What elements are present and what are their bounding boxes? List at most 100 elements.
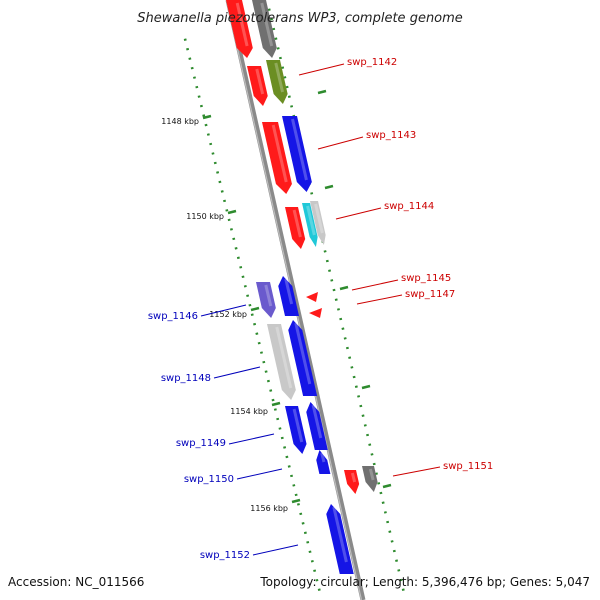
gene-swp-1146[interactable] — [278, 276, 299, 316]
gene-swp-1151-shine — [368, 468, 375, 481]
gene-label-swp-1152[interactable]: swp_1152 — [200, 550, 250, 561]
gene-label-swp-1142[interactable]: swp_1142 — [347, 57, 397, 68]
gene-swp-1144-red[interactable] — [285, 207, 306, 249]
minor-tick — [246, 294, 250, 298]
minor-tick — [278, 56, 282, 60]
minor-tick — [377, 482, 381, 485]
minor-tick — [243, 284, 247, 288]
gene-swp-1148-gray[interactable] — [267, 324, 296, 400]
topology-text: Topology: circular; Length: 5,396,476 bp… — [259, 575, 590, 589]
gene-label-swp-1151[interactable]: swp_1151 — [443, 461, 493, 472]
minor-tick — [354, 385, 358, 388]
gene-label-swp-1150[interactable]: swp_1150 — [184, 474, 234, 485]
scale-label-1152: 1152 kbp — [209, 310, 247, 319]
gene-swp-1142-red[interactable] — [247, 66, 268, 106]
gene-swp-1144-b[interactable] — [310, 201, 326, 245]
minor-tick — [401, 588, 405, 591]
gene-label-swp-1146[interactable]: swp_1146 — [148, 311, 198, 322]
gene-swp-1147[interactable] — [309, 308, 322, 318]
minor-tick — [264, 370, 268, 373]
gene-swp-1149[interactable] — [306, 402, 328, 450]
gene-swp-1151[interactable] — [362, 466, 378, 492]
minor-tick — [359, 404, 363, 408]
gene-swp-1151-red-shine — [350, 472, 357, 483]
gene-swp-1148-gray-shine — [275, 326, 293, 389]
minor-tick — [379, 491, 383, 495]
minor-tick — [328, 269, 332, 272]
minor-tick — [363, 424, 367, 427]
minor-tick — [267, 8, 271, 11]
minor-tick — [280, 436, 284, 440]
scale-tick-1148: 1148 kbp — [161, 114, 212, 126]
minor-tick — [281, 66, 285, 69]
gene-swp-1149-shine — [311, 404, 323, 439]
gene-swp-1143[interactable] — [282, 116, 312, 192]
minor-tick — [308, 550, 312, 554]
gene-label-swp-1148[interactable]: swp_1148 — [161, 373, 211, 384]
minor-tick — [336, 308, 340, 311]
minor-tick — [290, 105, 294, 108]
gene-swp-1141-red[interactable] — [226, 0, 253, 58]
gene-swp-1150[interactable] — [316, 450, 331, 474]
scale-label-1148: 1148 kbp — [161, 117, 199, 126]
minor-tick — [399, 578, 403, 582]
gene-swp-1151-red[interactable] — [344, 470, 360, 494]
minor-tick — [287, 95, 291, 98]
major-tick-right — [361, 384, 371, 390]
minor-tick — [345, 346, 349, 350]
minor-tick — [276, 47, 280, 50]
minor-tick — [334, 298, 338, 301]
minor-tick — [229, 228, 233, 231]
gene-swp-1141-gray[interactable] — [252, 0, 277, 58]
genome-backbone — [225, 0, 366, 600]
gene-swp-1141-red-shine — [235, 2, 249, 47]
gene-swp-1142[interactable] — [266, 60, 288, 104]
minor-tick — [260, 351, 263, 354]
gene-label-swp-1149[interactable]: swp_1149 — [176, 438, 226, 449]
gene-swp-1144-shine — [306, 205, 316, 236]
minor-tick — [195, 85, 199, 89]
minor-tick — [361, 414, 365, 417]
gene-swp-1143-red-shine — [271, 124, 288, 183]
minor-tick — [350, 366, 354, 369]
genome-title: Shewanella piezotolerans WP3, complete g… — [137, 11, 463, 26]
gene-swp-1141-gray-shine — [260, 2, 274, 47]
minor-tick — [190, 66, 194, 70]
gene-swp-1149-a[interactable] — [285, 406, 307, 454]
minor-tick — [303, 531, 307, 535]
minor-tick — [213, 161, 217, 165]
minor-tick — [381, 501, 385, 504]
minor-tick — [266, 379, 270, 383]
gene-swp-1146-purple[interactable] — [256, 282, 276, 318]
minor-tick — [306, 541, 310, 544]
major-tick-right — [382, 483, 392, 489]
label-leaders — [200, 63, 441, 556]
gene-swp-1152-shine — [332, 506, 348, 563]
minor-tick — [225, 209, 229, 212]
gene-label-swp-1147[interactable]: swp_1147 — [405, 289, 455, 300]
minor-tick — [292, 484, 296, 487]
minor-tick — [341, 327, 345, 330]
gene-swp-1152[interactable] — [326, 504, 354, 574]
minor-tick — [285, 85, 289, 89]
gene-swp-1143-red[interactable] — [262, 122, 292, 194]
minor-tick — [296, 503, 300, 506]
gene-label-swp-1145[interactable]: swp_1145 — [401, 273, 451, 284]
gene-features — [226, 0, 378, 574]
gene-swp-1144[interactable] — [302, 203, 318, 247]
minor-tick — [234, 247, 238, 250]
minor-tick — [370, 453, 374, 456]
minor-tick — [287, 465, 291, 468]
gene-label-swp-1143[interactable]: swp_1143 — [366, 130, 416, 141]
gene-swp-1145[interactable] — [306, 292, 318, 302]
scale-label-1156: 1156 kbp — [250, 504, 288, 513]
minor-tick — [339, 317, 343, 321]
gene-swp-1148[interactable] — [288, 320, 318, 396]
gene-swp-1149-a-shine — [292, 408, 304, 443]
minor-tick — [310, 192, 314, 195]
gene-label-swp-1144[interactable]: swp_1144 — [384, 201, 434, 212]
minor-tick — [332, 288, 336, 292]
minor-tick — [255, 332, 259, 335]
scale-tick-1156: 1156 kbp — [250, 498, 301, 513]
scale-label-1150: 1150 kbp — [186, 212, 224, 221]
